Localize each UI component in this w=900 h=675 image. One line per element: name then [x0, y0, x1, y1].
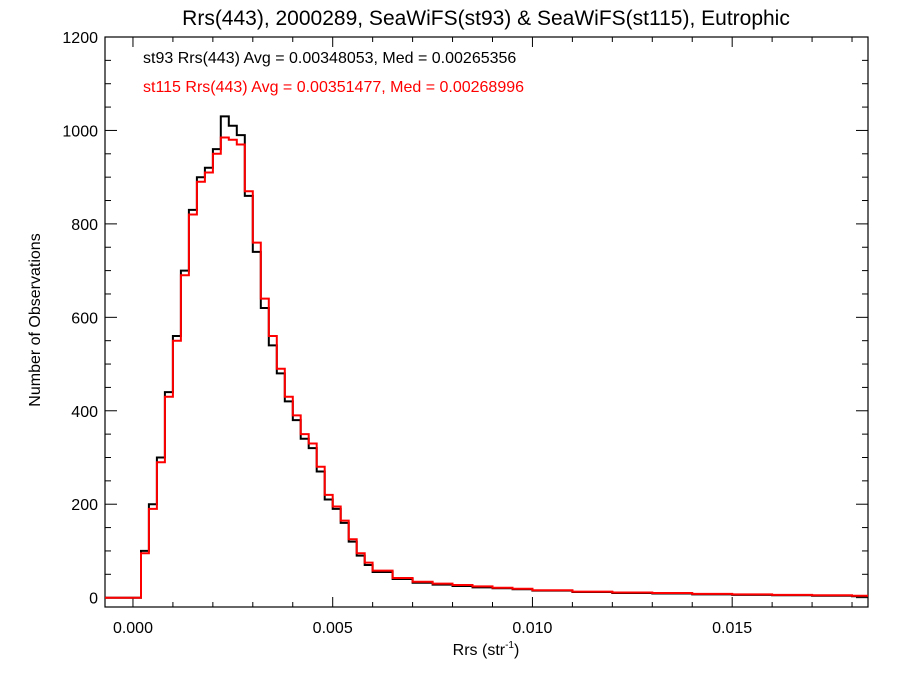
y-tick-label: 600 — [71, 310, 98, 327]
y-tick-label: 1000 — [62, 123, 98, 140]
series-layer — [105, 115, 868, 599]
x-axis-label-main: Rrs (str — [453, 642, 506, 659]
x-axis-ticks: 0.000 0.005 0.010 0.015 — [113, 37, 853, 637]
y-axis-label: Number of Observations — [27, 233, 44, 406]
series-st115-line — [105, 136, 868, 599]
y-tick-label: 0 — [89, 591, 98, 608]
x-axis-label-sup: -1 — [505, 640, 514, 651]
x-tick-label: 0.000 — [113, 620, 153, 637]
chart-title: Rrs(443), 2000289, SeaWiFS(st93) & SeaWi… — [182, 7, 790, 30]
x-axis-label-close: ) — [514, 642, 519, 659]
y-tick-label: 1200 — [62, 30, 98, 47]
series-st93-line — [105, 115, 868, 599]
x-tick-label: 0.005 — [313, 620, 353, 637]
plot-frame — [104, 36, 869, 608]
y-axis-ticks: 0 200 400 600 800 1000 1200 — [62, 30, 868, 608]
x-tick-label: 0.015 — [712, 620, 752, 637]
x-axis-label: Rrs (str-1) — [453, 640, 520, 659]
y-tick-label: 800 — [71, 217, 98, 234]
annotation-st93: st93 Rrs(443) Avg = 0.00348053, Med = 0.… — [143, 50, 516, 67]
annotation-st115: st115 Rrs(443) Avg = 0.00351477, Med = 0… — [143, 79, 524, 96]
y-tick-label: 400 — [71, 404, 98, 421]
x-tick-label: 0.010 — [512, 620, 552, 637]
y-tick-label: 200 — [71, 497, 98, 514]
